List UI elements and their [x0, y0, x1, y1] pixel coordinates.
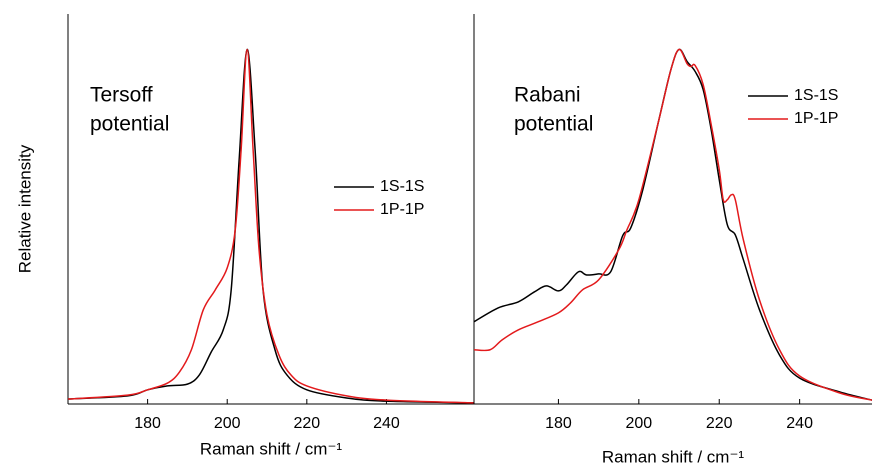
legend-label: 1P-1P — [380, 201, 424, 218]
x-tick-label: 180 — [134, 415, 161, 432]
series-line — [68, 48, 474, 404]
x-axis-label: Raman shift / cm⁻¹ — [602, 447, 745, 466]
annotation: Rabani — [514, 84, 581, 107]
annotation: potential — [90, 113, 169, 136]
x-tick-label: 180 — [545, 415, 572, 432]
x-axis-label: Raman shift / cm⁻¹ — [200, 439, 343, 458]
x-tick-label: 200 — [214, 415, 241, 432]
x-tick-label: 240 — [373, 415, 400, 432]
series-line — [474, 48, 872, 401]
series-line — [68, 48, 474, 404]
annotation: potential — [514, 113, 593, 136]
legend-label: 1S-1S — [380, 178, 424, 195]
legend-label: 1S-1S — [794, 87, 838, 104]
x-tick-label: 220 — [706, 415, 733, 432]
x-tick-label: 220 — [293, 415, 320, 432]
y-axis-label: Relative intensity — [15, 144, 34, 273]
x-tick-label: 240 — [786, 415, 813, 432]
x-tick-label: 200 — [625, 415, 652, 432]
legend-label: 1P-1P — [794, 110, 838, 127]
annotation: Tersoff — [90, 84, 153, 107]
